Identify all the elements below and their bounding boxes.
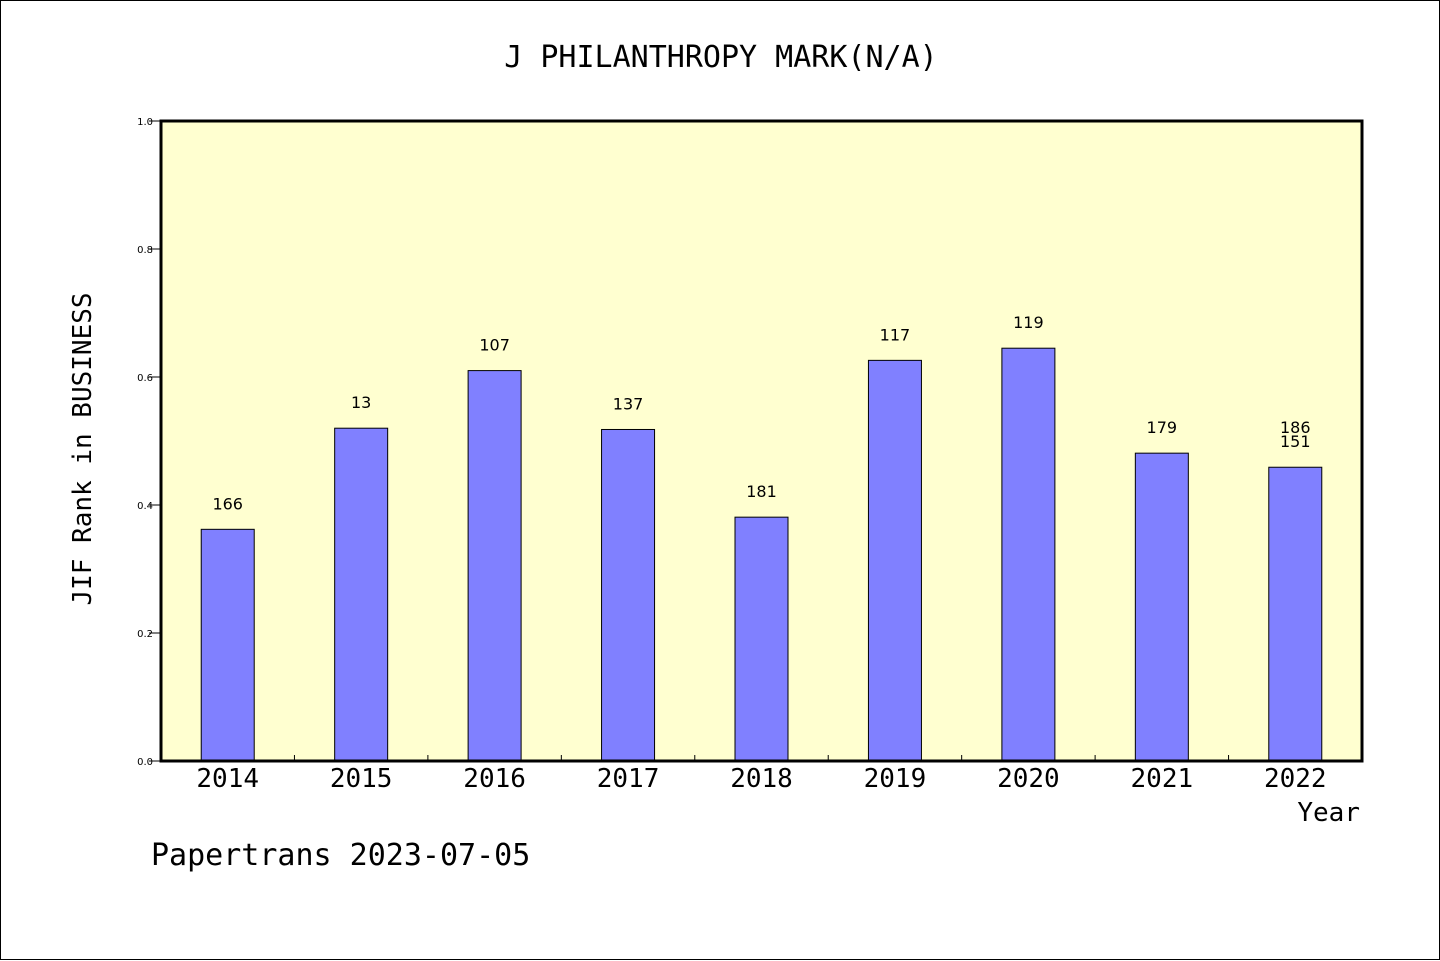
y-tick-label-0.0: 0.0 <box>137 757 153 768</box>
data-label-2021: 179 <box>1147 418 1178 437</box>
x-tick-label-2017: 2017 <box>597 764 660 794</box>
bar-2016 <box>467 370 522 762</box>
data-label-2022-2: 151 <box>1280 432 1311 451</box>
data-label-2020: 119 <box>1013 313 1044 332</box>
bar-2021 <box>1134 452 1189 762</box>
x-tick-label-2020: 2020 <box>997 764 1060 794</box>
data-label-2019: 117 <box>880 325 911 344</box>
x-tick-label-2016: 2016 <box>463 764 526 794</box>
x-tick-label-2022: 2022 <box>1264 764 1327 794</box>
data-label-2018: 181 <box>746 482 777 501</box>
y-tick-label-0.4: 0.4 <box>137 501 153 512</box>
data-label-2017: 137 <box>613 394 644 413</box>
bar-2020 <box>1001 347 1056 762</box>
bar-2014 <box>200 528 255 762</box>
data-label-2015: 13 <box>351 393 371 412</box>
footer-credit: Papertrans 2023-07-05 <box>151 838 530 873</box>
data-label-2014: 166 <box>212 494 243 513</box>
y-tick-label-0.2: 0.2 <box>137 629 153 640</box>
y-axis-label: JIF Rank in BUSINESS <box>68 292 98 605</box>
y-tick-label-0.8: 0.8 <box>137 245 153 256</box>
x-tick-label-2021: 2021 <box>1131 764 1194 794</box>
x-tick-label-2014: 2014 <box>196 764 259 794</box>
x-axis-label: Year <box>1297 798 1360 828</box>
x-tick-label-2015: 2015 <box>330 764 393 794</box>
bar-2019 <box>867 359 922 762</box>
y-tick-label-0.6: 0.6 <box>137 373 153 384</box>
x-tick-label-2019: 2019 <box>864 764 927 794</box>
bar-2022 <box>1268 466 1323 762</box>
bar-2018 <box>734 516 789 762</box>
x-tick-label-2018: 2018 <box>730 764 793 794</box>
bar-2015 <box>334 427 389 762</box>
bar-2017 <box>601 428 656 762</box>
plot-border <box>159 119 1364 763</box>
y-tick-label-1.0: 1.0 <box>137 117 153 128</box>
data-label-2022-1: 186 <box>1280 418 1311 437</box>
chart-title: J PHILANTHROPY MARK(N/A) <box>504 40 937 75</box>
data-label-2016: 107 <box>479 336 510 355</box>
